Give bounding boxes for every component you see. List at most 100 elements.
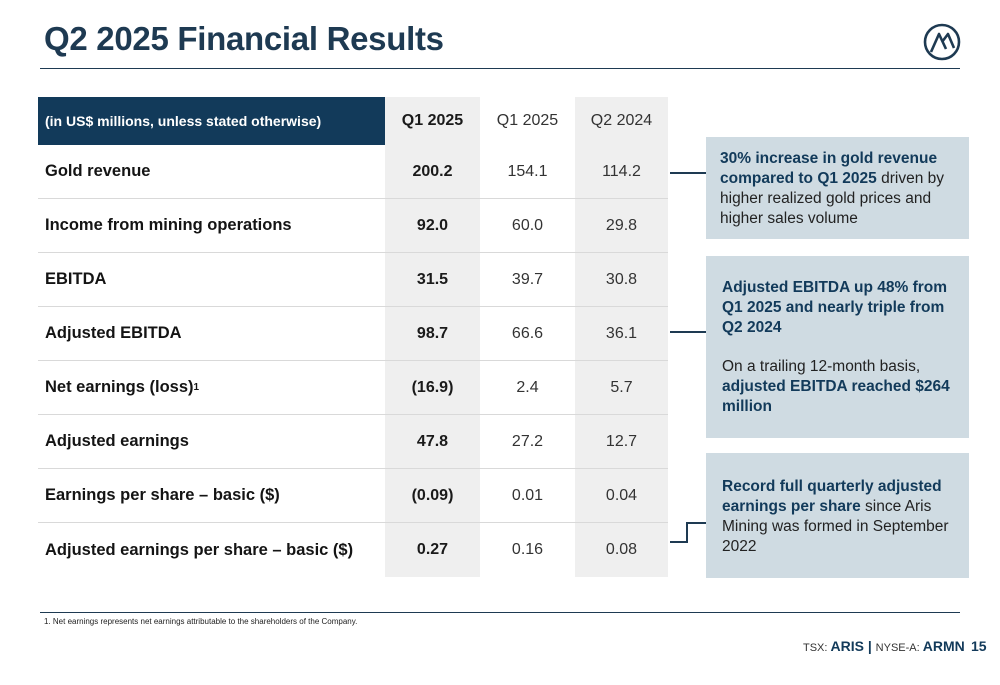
column-header-q2-2024: Q2 2024 xyxy=(575,97,668,145)
table-row: EBITDA 31.5 39.7 30.8 xyxy=(38,253,668,307)
callout-adjusted-eps-text: Record full quarterly adjusted earnings … xyxy=(722,477,953,557)
cell-q1-2025-highlight: 47.8 xyxy=(385,415,480,468)
footnote: 1. Net earnings represents net earnings … xyxy=(44,617,358,626)
callout-ebitda-ttm-bold: adjusted EBITDA reached $264 million xyxy=(722,378,950,415)
cell-q1-2025-highlight: 0.27 xyxy=(385,523,480,577)
cell-q2-2024-text: 5.7 xyxy=(610,378,633,396)
table-row: Net earnings (loss) 1 (16.9) 2.4 5.7 xyxy=(38,361,668,415)
column-header-q1-2025-highlight: Q1 2025 xyxy=(385,97,480,145)
cell-q1-2025-highlight: 92.0 xyxy=(385,199,480,252)
financial-results-table: (in US$ millions, unless stated otherwis… xyxy=(38,97,668,577)
row-label-text: Income from mining operations xyxy=(45,216,292,234)
row-label-text: Adjusted earnings xyxy=(45,432,189,450)
callout-ebitda-ttm: On a trailing 12-month basis, adjusted E… xyxy=(722,357,953,417)
cell-q2-2024: 114.2 xyxy=(575,145,668,198)
table-row: Adjusted earnings 47.8 27.2 12.7 xyxy=(38,415,668,469)
connector-line-gold-revenue xyxy=(670,172,706,174)
row-label-text: Adjusted earnings per share – basic ($) xyxy=(45,540,354,559)
cell-q1-2025: 154.1 xyxy=(480,145,575,198)
connector-line-eps-vertical xyxy=(686,522,688,543)
cell-q1-2025: 0.01 xyxy=(480,469,575,522)
page-title: Q2 2025 Financial Results xyxy=(44,20,444,57)
callout-gold-revenue: 30% increase in gold revenue compared to… xyxy=(706,137,969,239)
row-label: EBITDA xyxy=(38,253,385,306)
company-logo-icon xyxy=(923,23,961,61)
cell-q2-2024: 0.08 xyxy=(575,523,668,577)
cell-q2-2024: 12.7 xyxy=(575,415,668,468)
row-label-text: Earnings per share – basic ($) xyxy=(45,486,280,504)
callout-gold-revenue-rest: driven by higher realized gold prices an… xyxy=(720,170,944,227)
cell-q1-2025: 39.7 xyxy=(480,253,575,306)
row-label-text: EBITDA xyxy=(45,270,107,288)
cell-q2-2024: 30.8 xyxy=(575,253,668,306)
cell-q1-2025: 2.4 xyxy=(480,361,575,414)
callout-adjusted-eps: Record full quarterly adjusted earnings … xyxy=(706,453,969,578)
table-row: Income from mining operations 92.0 60.0 29.… xyxy=(38,199,668,253)
column-header-description: (in US$ millions, unless stated otherwis… xyxy=(38,97,385,145)
cell-q2-2024-text: 36.1 xyxy=(605,324,638,342)
cell-q1-2025: 27.2 xyxy=(480,415,575,468)
ticker-symbols: TSX: ARIS | NYSE-A: ARMN xyxy=(803,638,965,654)
footnote-marker: 1 xyxy=(193,382,200,393)
cell-q1-2025-text: 66.6 xyxy=(511,324,544,342)
callout-adjusted-eps-rest: since Aris Mining was formed in Septembe… xyxy=(722,498,949,555)
table-row: Adjusted earnings per share – basic ($) 0… xyxy=(38,523,668,577)
cell-q1-2025-text: 39.7 xyxy=(511,270,544,288)
row-label: Adjusted earnings xyxy=(38,415,385,468)
cell-q1-2025-text: 27.2 xyxy=(511,432,544,450)
callout-ebitda-ttm-normal: On a trailing 12-month basis, xyxy=(722,358,921,375)
cell-q1-2025-text: 0.16 xyxy=(511,541,544,558)
table-row: Adjusted EBITDA 98.7 66.6 36.1 xyxy=(38,307,668,361)
row-label: Adjusted EBITDA xyxy=(38,307,385,360)
cell-q1-2025-highlight-text: 47.8 xyxy=(416,432,449,450)
table-body: Gold revenue 200.2 154.1 114.2 Income from m… xyxy=(38,145,668,577)
connector-line-eps-horizontal-a xyxy=(670,541,688,543)
cell-q1-2025: 0.16 xyxy=(480,523,575,577)
cell-q1-2025-highlight: 31.5 xyxy=(385,253,480,306)
cell-q1-2025-text: 154.1 xyxy=(507,162,548,180)
cell-q1-2025-text: 60.0 xyxy=(511,216,544,234)
row-label: Net earnings (loss) 1 xyxy=(38,361,385,414)
cell-q2-2024-text: 12.7 xyxy=(605,432,638,450)
cell-q2-2024-text: 0.04 xyxy=(605,486,638,504)
cell-q1-2025-highlight-text: (0.09) xyxy=(411,486,454,504)
connector-line-adjusted-ebitda xyxy=(670,331,706,333)
column-header-q1-2025: Q1 2025 xyxy=(496,112,559,129)
callout-gold-revenue-bold: 30% increase in gold revenue compared to… xyxy=(720,150,938,187)
cell-q2-2024-text: 29.8 xyxy=(605,216,638,234)
cell-q2-2024-text: 0.08 xyxy=(605,541,638,558)
cell-q1-2025-highlight-text: 31.5 xyxy=(416,270,449,288)
nyse-label: NYSE-A: xyxy=(875,642,923,654)
cell-q2-2024: 36.1 xyxy=(575,307,668,360)
cell-q1-2025-highlight-text: 200.2 xyxy=(412,162,453,180)
cell-q2-2024: 0.04 xyxy=(575,469,668,522)
cell-q2-2024-text: 114.2 xyxy=(602,162,641,180)
row-label: Gold revenue xyxy=(38,145,385,198)
cell-q2-2024-text: 30.8 xyxy=(605,270,638,288)
callout-adjusted-eps-bold: Record full quarterly adjusted earnings … xyxy=(722,478,942,515)
tsx-label: TSX: xyxy=(803,642,831,654)
callout-ebitda-headline: Adjusted EBITDA up 48% from Q1 2025 and … xyxy=(722,278,953,338)
cell-q2-2024: 29.8 xyxy=(575,199,668,252)
cell-q1-2025-highlight-text: 92.0 xyxy=(416,216,449,234)
row-label-text: Adjusted EBITDA xyxy=(45,324,182,342)
row-label-text: Gold revenue xyxy=(45,162,151,180)
cell-q1-2025-text: 0.01 xyxy=(511,486,544,504)
table-row: Gold revenue 200.2 154.1 114.2 xyxy=(38,145,668,199)
nyse-symbol: ARMN xyxy=(922,638,965,654)
cell-q1-2025-highlight-text: (16.9) xyxy=(411,378,454,396)
cell-q1-2025-highlight-text: 0.27 xyxy=(416,541,449,558)
row-label-text: Net earnings (loss) xyxy=(45,378,194,396)
cell-q1-2025-highlight: 98.7 xyxy=(385,307,480,360)
callout-adjusted-ebitda: Adjusted EBITDA up 48% from Q1 2025 and … xyxy=(706,256,969,438)
table-row: Earnings per share – basic ($) (0.09) 0.01… xyxy=(38,469,668,523)
cell-q1-2025: 66.6 xyxy=(480,307,575,360)
cell-q1-2025-highlight-text: 98.7 xyxy=(416,324,449,342)
cell-q1-2025-highlight: 200.2 xyxy=(385,145,480,198)
cell-q2-2024: 5.7 xyxy=(575,361,668,414)
page-number: 15 xyxy=(971,638,987,654)
callout-ebitda-headline-bold: Adjusted EBITDA up 48% from Q1 2025 and … xyxy=(722,279,948,336)
tsx-symbol: ARIS xyxy=(830,638,864,654)
table-header-row: (in US$ millions, unless stated otherwis… xyxy=(38,97,668,145)
connector-line-eps-horizontal-b xyxy=(686,522,706,524)
